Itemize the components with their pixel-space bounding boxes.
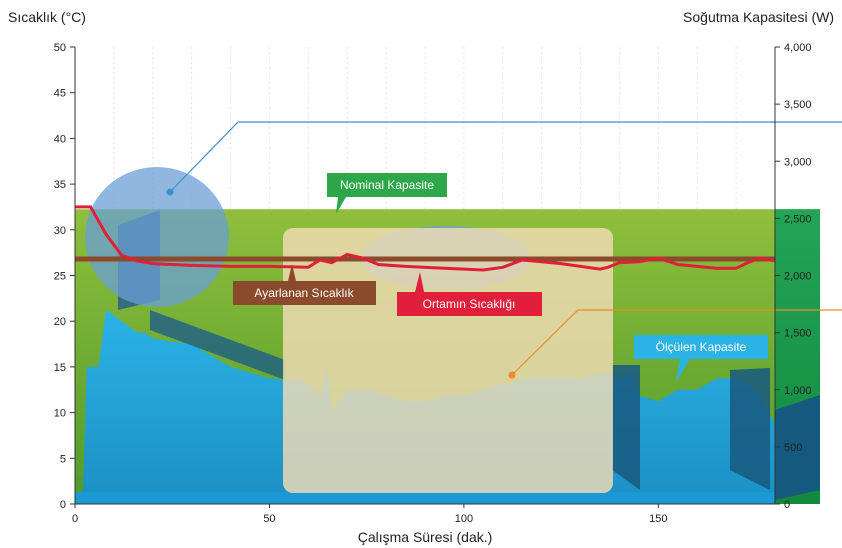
y-right-tick-label: 0 (784, 499, 790, 511)
y-right-tick-label: 2,500 (784, 213, 812, 225)
axis-ticks: 0510152025303540455005001,0001,5002,0002… (54, 42, 812, 525)
y-right-tick-label: 1,000 (784, 385, 812, 397)
callout-line-orange (511, 309, 842, 376)
svg-text:Ortamın Sıcaklığı: Ortamın Sıcaklığı (423, 297, 516, 311)
callout-line-blue (169, 121, 842, 193)
measured-capacity-shadow-block (730, 368, 770, 490)
highlight-ellipse-left (85, 167, 229, 307)
svg-text:Ayarlanan Sıcaklık: Ayarlanan Sıcaklık (254, 286, 354, 300)
x-tick-label: 100 (455, 513, 473, 525)
y-right-tick-label: 4,000 (784, 42, 812, 54)
y-right-tick-label: 500 (784, 442, 802, 454)
callout-dot-orange (508, 371, 516, 379)
measured-capacity-label: Ölçülen Kapasite (634, 335, 768, 382)
y-right-tick-label: 2,000 (784, 271, 812, 283)
y-left-tick-label: 15 (54, 362, 66, 374)
y-axis-right-title: Soğutma Kapasitesi (W) (683, 9, 834, 25)
x-tick-label: 150 (649, 513, 667, 525)
y-right-tick-label: 3,500 (784, 99, 812, 111)
measured-capacity-shadow-block (612, 365, 640, 490)
y-left-tick-label: 35 (54, 179, 66, 191)
callout-dot-blue (166, 188, 174, 196)
svg-text:Nominal Kapasite: Nominal Kapasite (340, 178, 434, 192)
y-left-tick-label: 30 (54, 225, 66, 237)
ambient-temperature-label: Ortamın Sıcaklığı (397, 272, 542, 316)
measured-capacity-shadow-block (150, 310, 285, 380)
right-dark-block (775, 395, 820, 500)
y-left-tick-label: 20 (54, 316, 66, 328)
y-right-tick-label: 1,500 (784, 328, 812, 340)
x-tick-label: 0 (72, 513, 78, 525)
y-axis-left-title: Sıcaklık (°C) (8, 9, 86, 25)
y-left-tick-label: 5 (60, 453, 66, 465)
x-axis-title: Çalışma Süresi (dak.) (358, 529, 493, 545)
nominal-capacity-label: Nominal Kapasite (327, 173, 447, 214)
y-left-tick-label: 50 (54, 42, 66, 54)
y-left-tick-label: 0 (60, 499, 66, 511)
svg-text:Ölçülen Kapasite: Ölçülen Kapasite (656, 340, 747, 354)
y-left-tick-label: 10 (54, 408, 66, 420)
ambient-temperature-line (75, 205, 776, 272)
y-right-tick-label: 3,000 (784, 156, 812, 168)
y-left-tick-label: 40 (54, 133, 66, 145)
x-tick-label: 50 (263, 513, 275, 525)
baseline-strip (75, 492, 775, 504)
y-left-tick-label: 45 (54, 88, 66, 100)
y-left-tick-label: 25 (54, 271, 66, 283)
set-temperature-label: Ayarlanan Sıcaklık (233, 264, 376, 305)
